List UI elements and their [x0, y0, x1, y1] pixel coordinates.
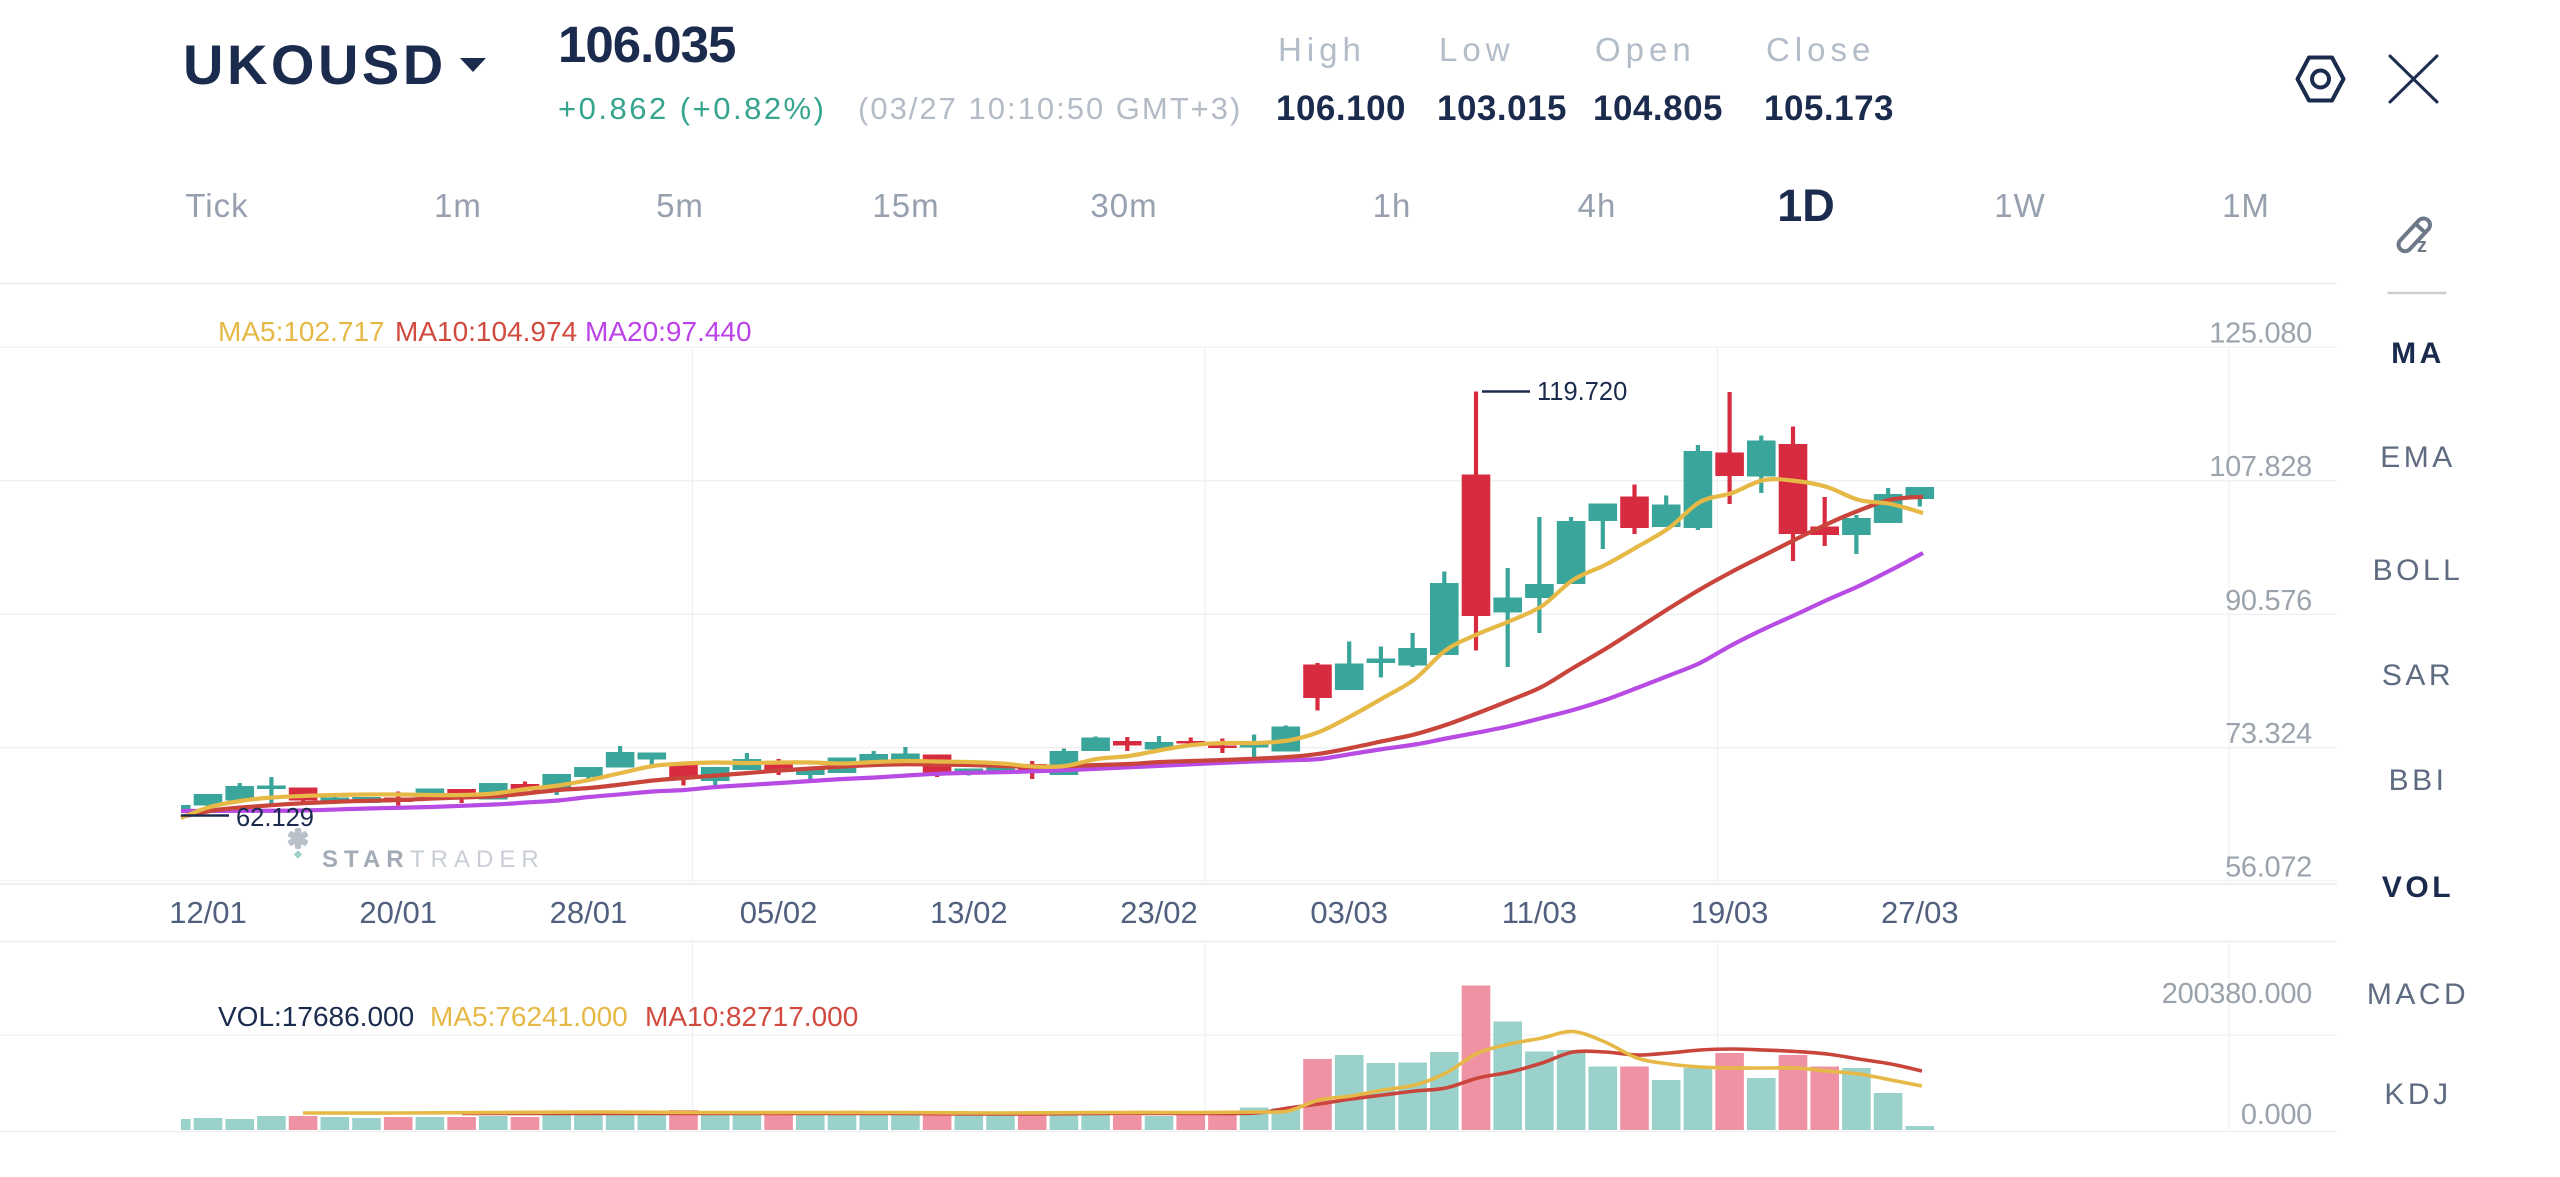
svg-text:(03/27 10:10:50 GMT+3): (03/27 10:10:50 GMT+3) — [858, 91, 1242, 126]
svg-text:90.576: 90.576 — [2225, 585, 2312, 617]
svg-text:1W: 1W — [1994, 187, 2046, 224]
svg-text:19/03: 19/03 — [1691, 895, 1769, 930]
svg-text:103.015: 103.015 — [1437, 89, 1567, 128]
svg-text:High: High — [1278, 31, 1366, 68]
svg-text:MA20:97.440: MA20:97.440 — [585, 316, 752, 347]
svg-text:56.072: 56.072 — [2225, 852, 2312, 884]
svg-text:STAR: STAR — [322, 846, 410, 873]
svg-text:z: z — [2417, 235, 2427, 257]
svg-text:TRADER: TRADER — [410, 846, 545, 873]
svg-text:106.100: 106.100 — [1276, 89, 1406, 128]
svg-text:Low: Low — [1439, 31, 1515, 68]
svg-text:+0.862 (+0.82%): +0.862 (+0.82%) — [558, 91, 826, 126]
svg-text:12/01: 12/01 — [169, 895, 247, 930]
svg-text:MA: MA — [2391, 337, 2445, 370]
svg-text:MA10:82717.000: MA10:82717.000 — [645, 1001, 858, 1032]
svg-text:27/03: 27/03 — [1881, 895, 1959, 930]
svg-text:104.805: 104.805 — [1593, 89, 1723, 128]
svg-text:4h: 4h — [1578, 187, 1617, 224]
svg-text:MA5:102.717: MA5:102.717 — [218, 316, 385, 347]
svg-text:119.720: 119.720 — [1537, 378, 1627, 406]
svg-text:MA5:76241.000: MA5:76241.000 — [430, 1001, 628, 1032]
svg-text:SAR: SAR — [2382, 659, 2454, 692]
svg-text:15m: 15m — [872, 187, 939, 224]
svg-text:107.828: 107.828 — [2209, 451, 2312, 483]
svg-text:1h: 1h — [1373, 187, 1412, 224]
svg-text:Open: Open — [1595, 31, 1696, 68]
svg-text:Close: Close — [1766, 31, 1875, 68]
svg-text:62.129: 62.129 — [236, 804, 314, 832]
svg-text:11/03: 11/03 — [1502, 895, 1577, 930]
svg-text:73.324: 73.324 — [2225, 718, 2312, 750]
svg-text:30m: 30m — [1090, 187, 1157, 224]
svg-text:MACD: MACD — [2367, 978, 2469, 1011]
svg-text:5m: 5m — [656, 187, 704, 224]
svg-text:UKOUSD: UKOUSD — [183, 33, 447, 96]
svg-text:23/02: 23/02 — [1120, 895, 1198, 930]
svg-text:1m: 1m — [434, 187, 482, 224]
svg-text:200380.000: 200380.000 — [2162, 978, 2312, 1010]
svg-text:13/02: 13/02 — [930, 895, 1008, 930]
svg-text:1D: 1D — [1777, 180, 1835, 231]
svg-text:VOL:17686.000: VOL:17686.000 — [218, 1001, 414, 1032]
svg-text:106.035: 106.035 — [558, 16, 735, 73]
svg-text:125.080: 125.080 — [2209, 318, 2312, 350]
svg-text:0.000: 0.000 — [2241, 1099, 2312, 1131]
svg-text:1M: 1M — [2222, 187, 2270, 224]
svg-text:105.173: 105.173 — [1764, 89, 1894, 128]
svg-text:20/01: 20/01 — [359, 895, 437, 930]
svg-text:28/01: 28/01 — [550, 895, 628, 930]
svg-text:05/02: 05/02 — [740, 895, 818, 930]
svg-text:VOL: VOL — [2382, 871, 2454, 904]
svg-text:MA10:104.974: MA10:104.974 — [395, 316, 577, 347]
svg-text:KDJ: KDJ — [2384, 1078, 2451, 1111]
svg-text:BOLL: BOLL — [2373, 554, 2464, 587]
svg-text:BBI: BBI — [2389, 764, 2448, 797]
svg-text:03/03: 03/03 — [1310, 895, 1388, 930]
svg-text:EMA: EMA — [2380, 441, 2456, 474]
svg-text:Tick: Tick — [185, 187, 248, 224]
